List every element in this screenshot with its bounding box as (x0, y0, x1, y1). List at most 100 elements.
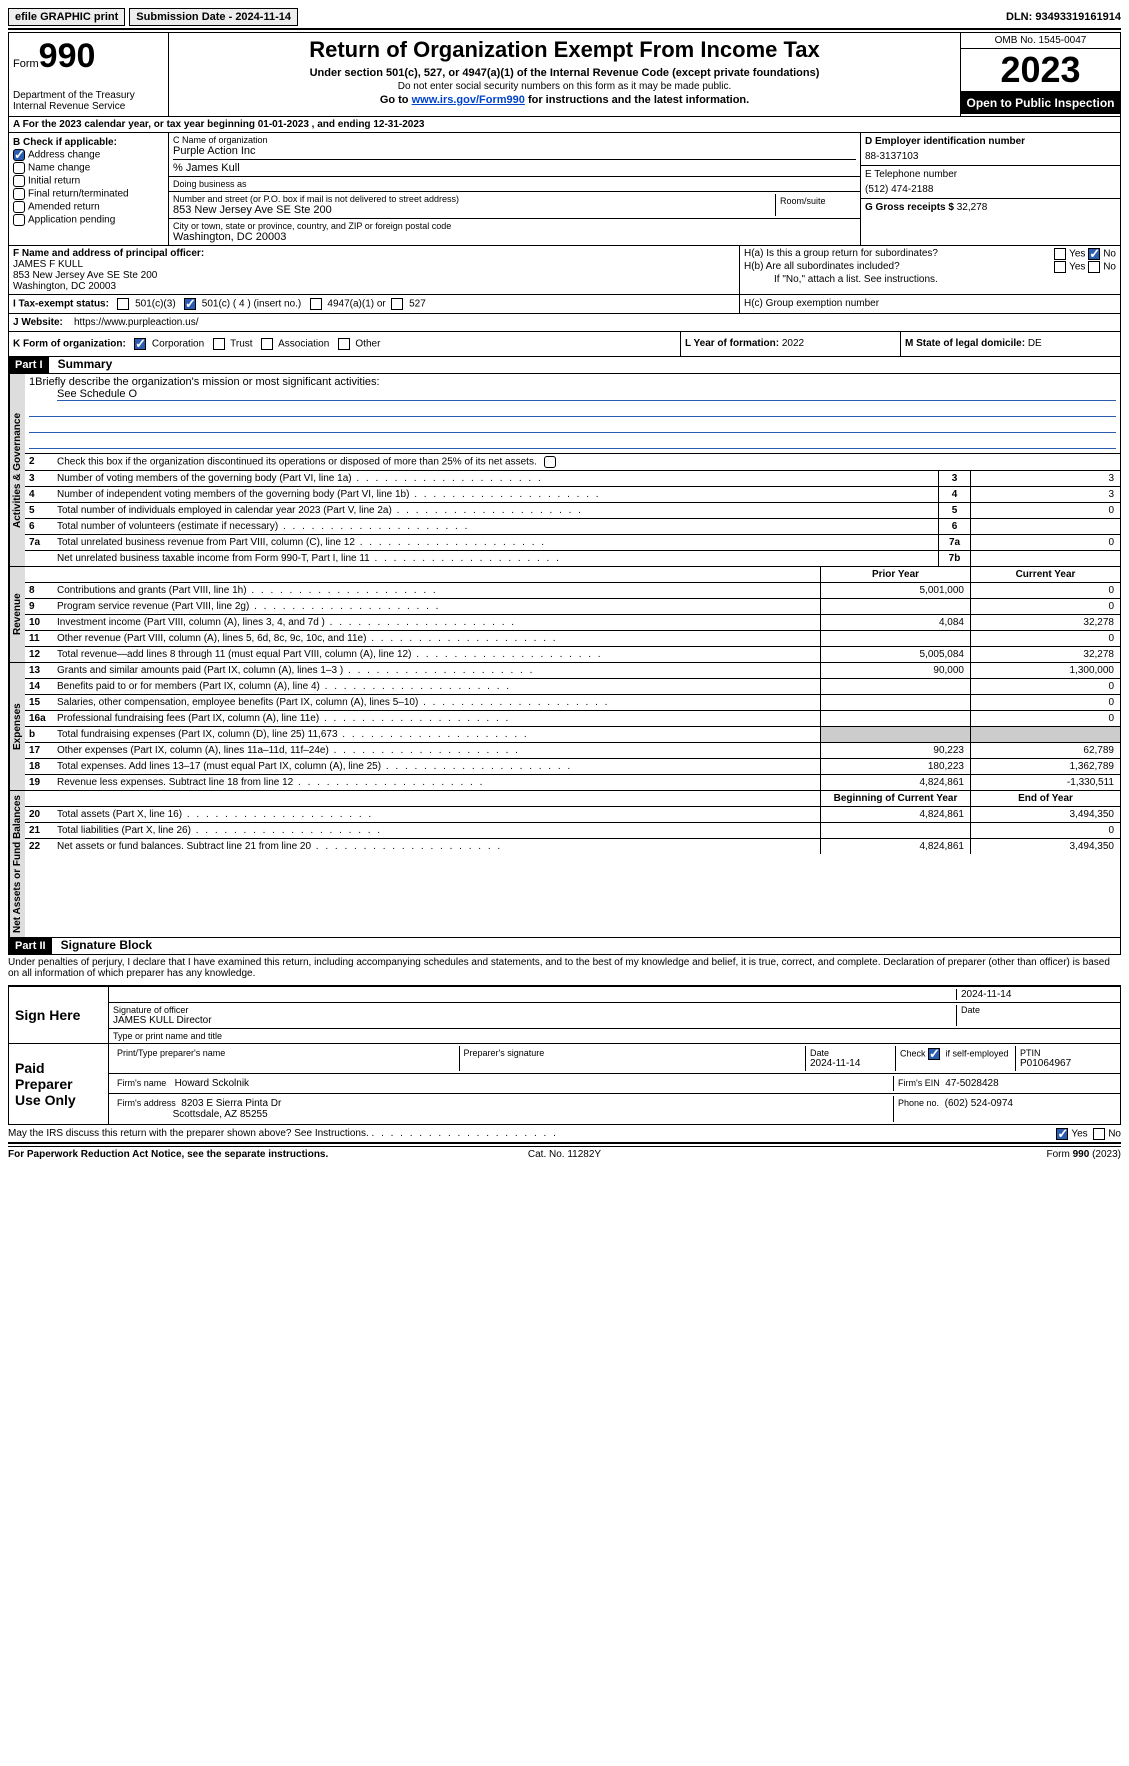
part2-bar: Part II Signature Block (8, 938, 1121, 955)
table-row: 11Other revenue (Part VIII, column (A), … (25, 631, 1120, 647)
prep-name-lbl: Print/Type preparer's name (113, 1046, 460, 1071)
phone: (512) 474-2188 (865, 184, 1116, 195)
col-d: D Employer identification number 88-3137… (860, 133, 1120, 245)
subtitle: Under section 501(c), 527, or 4947(a)(1)… (173, 67, 956, 79)
col-b: B Check if applicable: Address changeNam… (9, 133, 169, 245)
colb-item[interactable]: Final return/terminated (13, 188, 164, 200)
topbar: efile GRAPHIC print Submission Date - 20… (8, 8, 1121, 30)
dln: DLN: 93493319161914 (1006, 11, 1121, 23)
k-other[interactable] (338, 338, 350, 350)
ha-yes[interactable] (1054, 248, 1066, 260)
colb-item[interactable]: Amended return (13, 201, 164, 213)
discuss-yes[interactable] (1056, 1128, 1068, 1140)
hc: H(c) Group exemption number (744, 298, 879, 309)
i-527[interactable] (391, 298, 403, 310)
table-row: 9Program service revenue (Part VIII, lin… (25, 599, 1120, 615)
self-emp-cb[interactable] (928, 1048, 940, 1060)
part2-hdr: Part II (9, 938, 52, 954)
table-row: 12Total revenue—add lines 8 through 11 (… (25, 647, 1120, 662)
colb-item[interactable]: Address change (13, 149, 164, 161)
k-assoc[interactable] (261, 338, 273, 350)
submission-button[interactable]: Submission Date - 2024-11-14 (129, 8, 298, 26)
hb-yes[interactable] (1054, 261, 1066, 273)
officer-name: JAMES F KULL (13, 259, 735, 270)
sign-here: Sign Here (9, 987, 109, 1043)
discuss-no[interactable] (1093, 1128, 1105, 1140)
officer-addr2: Washington, DC 20003 (13, 281, 735, 292)
footer-c: Cat. No. 11282Y (379, 1149, 750, 1160)
ha-no[interactable] (1088, 248, 1100, 260)
l-label: L Year of formation: (685, 338, 782, 349)
ag-section: Activities & Governance 1Briefly describ… (8, 374, 1121, 567)
sig-date: 2024-11-14 (956, 989, 1116, 1000)
part1-hdr: Part I (9, 357, 49, 373)
dba-label: Doing business as (173, 179, 856, 189)
hdr-cy: Current Year (970, 567, 1120, 582)
prep-sig-lbl: Preparer's signature (460, 1046, 807, 1071)
table-row: 19Revenue less expenses. Subtract line 1… (25, 775, 1120, 790)
k-label: K Form of organization: (13, 339, 126, 350)
table-row: 5Total number of individuals employed in… (25, 503, 1120, 519)
na-section: Net Assets or Fund Balances Beginning of… (8, 791, 1121, 938)
care-of: % James Kull (173, 159, 856, 174)
firm-phone: (602) 524-0974 (945, 1098, 1013, 1109)
street-label: Number and street (or P.O. box if mail i… (173, 194, 775, 204)
table-row: 7aTotal unrelated business revenue from … (25, 535, 1120, 551)
colb-item[interactable]: Application pending (13, 214, 164, 226)
i-label: I Tax-exempt status: (13, 299, 109, 310)
i-501c[interactable] (184, 298, 196, 310)
table-row: bTotal fundraising expenses (Part IX, co… (25, 727, 1120, 743)
row-klm: K Form of organization: Corporation Trus… (8, 332, 1121, 357)
hb: H(b) Are all subordinates included? (744, 261, 900, 272)
efile-button[interactable]: efile GRAPHIC print (8, 8, 125, 26)
sig-block: Sign Here 2024-11-14 Signature of office… (8, 985, 1121, 1125)
tax-year: 2023 (961, 49, 1120, 92)
colb-item[interactable]: Initial return (13, 175, 164, 187)
hdr-py: Prior Year (820, 567, 970, 582)
name-label: C Name of organization (173, 135, 856, 145)
street: 853 New Jersey Ave SE Ste 200 (173, 204, 775, 216)
table-row: 6Total number of volunteers (estimate if… (25, 519, 1120, 535)
city: Washington, DC 20003 (173, 231, 856, 243)
omb: OMB No. 1545-0047 (961, 33, 1120, 49)
open-inspection: Open to Public Inspection (961, 92, 1120, 114)
col-b-label: B Check if applicable: (13, 137, 164, 148)
hb-note: If "No," attach a list. See instructions… (774, 274, 1116, 285)
ein-label: D Employer identification number (865, 136, 1116, 147)
footer-l: For Paperwork Reduction Act Notice, see … (8, 1149, 379, 1160)
i-501c3[interactable] (117, 298, 129, 310)
colb-item[interactable]: Name change (13, 162, 164, 174)
gross: 32,278 (957, 202, 988, 213)
goto-link[interactable]: www.irs.gov/Form990 (412, 94, 525, 106)
firm-ein: 47-5028428 (945, 1078, 998, 1089)
section-bcd: B Check if applicable: Address changeNam… (8, 133, 1121, 246)
table-row: 16aProfessional fundraising fees (Part I… (25, 711, 1120, 727)
m-val: DE (1028, 338, 1042, 349)
table-row: 20Total assets (Part X, line 16)4,824,86… (25, 807, 1120, 823)
part2-title: Signature Block (55, 936, 158, 954)
table-row: 22Net assets or fund balances. Subtract … (25, 839, 1120, 854)
f-label: F Name and address of principal officer: (13, 248, 735, 259)
firm-addr2: Scottsdale, AZ 85255 (173, 1109, 268, 1120)
line2-cb[interactable] (544, 456, 556, 468)
exp-tab: Expenses (9, 663, 25, 790)
hb-no[interactable] (1088, 261, 1100, 273)
firm-name: Howard Sckolnik (175, 1078, 249, 1089)
discuss: May the IRS discuss this return with the… (8, 1128, 369, 1139)
paid-preparer: Paid Preparer Use Only (9, 1044, 109, 1124)
dept: Department of the Treasury Internal Reve… (13, 90, 164, 112)
note: Do not enter social security numbers on … (173, 81, 956, 92)
city-label: City or town, state or province, country… (173, 221, 856, 231)
table-row: 17Other expenses (Part IX, column (A), l… (25, 743, 1120, 759)
org-name: Purple Action Inc (173, 145, 856, 157)
line1: Briefly describe the organization's miss… (35, 376, 379, 388)
i-4947[interactable] (310, 298, 322, 310)
hdr-bcy: Beginning of Current Year (820, 791, 970, 806)
hdr-eoy: End of Year (970, 791, 1120, 806)
k-trust[interactable] (213, 338, 225, 350)
k-corp[interactable] (134, 338, 146, 350)
line2: Check this box if the organization disco… (57, 457, 537, 468)
gross-label: G Gross receipts $ (865, 202, 957, 213)
rev-section: Revenue bPrior YearCurrent Year 8Contrib… (8, 567, 1121, 663)
officer: JAMES KULL Director (113, 1015, 956, 1026)
